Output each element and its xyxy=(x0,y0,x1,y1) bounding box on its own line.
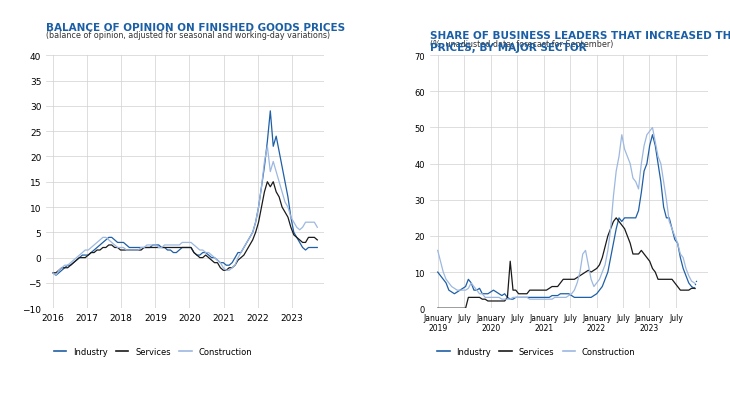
Text: SHARE OF BUSINESS LEADERS THAT INCREASED THEIR SELLING
PRICES, BY MAJOR SECTOR: SHARE OF BUSINESS LEADERS THAT INCREASED… xyxy=(430,31,730,52)
Text: (%, unadjusted data; forecast for September): (%, unadjusted data; forecast for Septem… xyxy=(430,40,613,49)
Text: BALANCE OF OPINION ON FINISHED GOODS PRICES: BALANCE OF OPINION ON FINISHED GOODS PRI… xyxy=(46,23,345,33)
Legend: Industry, Services, Construction: Industry, Services, Construction xyxy=(50,344,255,360)
Text: (balance of opinion, adjusted for seasonal and working-day variations): (balance of opinion, adjusted for season… xyxy=(46,31,330,40)
Legend: Industry, Services, Construction: Industry, Services, Construction xyxy=(434,344,639,360)
